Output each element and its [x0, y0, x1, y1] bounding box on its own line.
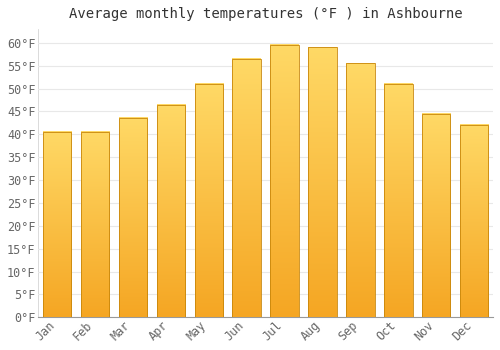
Bar — [308, 47, 336, 317]
Bar — [422, 114, 450, 317]
Bar — [81, 132, 110, 317]
Bar — [270, 45, 299, 317]
Bar — [232, 59, 261, 317]
Bar — [346, 63, 374, 317]
Bar — [43, 132, 72, 317]
Bar — [460, 125, 488, 317]
Title: Average monthly temperatures (°F ) in Ashbourne: Average monthly temperatures (°F ) in As… — [69, 7, 462, 21]
Bar — [194, 84, 223, 317]
Bar — [384, 84, 412, 317]
Bar — [119, 118, 147, 317]
Bar — [156, 105, 185, 317]
